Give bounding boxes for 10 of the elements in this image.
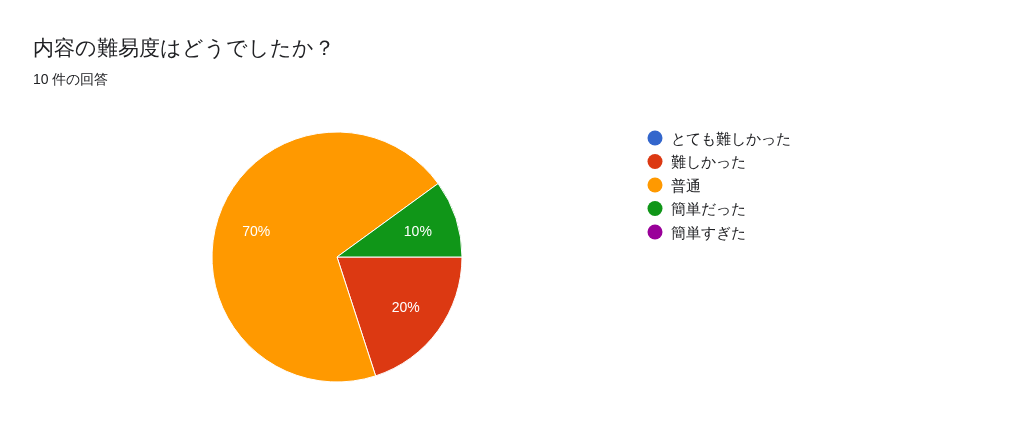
chart-title: 内容の難易度はどうでしたか？ (33, 36, 335, 59)
text: 10 件の回答 (33, 71, 109, 87)
legend-label: 普通 (671, 176, 701, 194)
legend-label: 難しかった (671, 153, 746, 170)
data-label: 10% (403, 222, 432, 239)
legend-label: とても難しかった (671, 129, 791, 147)
legend-label: 簡単だった (671, 200, 746, 217)
legend-label: 簡単すぎた (671, 223, 746, 241)
data-label: 20% (391, 298, 420, 315)
data-label: 70% (242, 222, 271, 239)
